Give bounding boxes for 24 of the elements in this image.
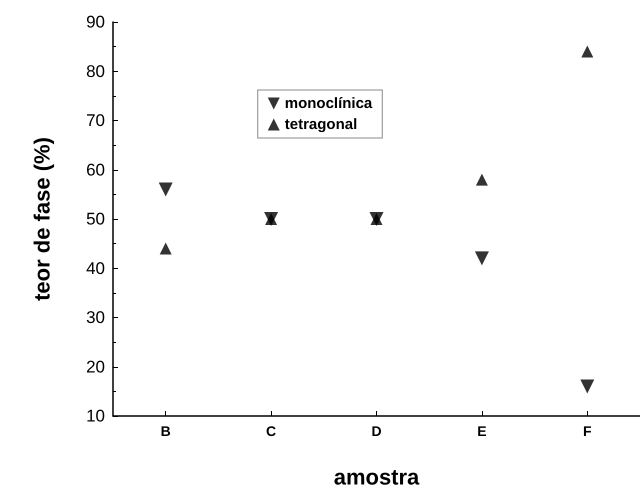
y-tick-label: 90 — [86, 12, 105, 32]
point — [474, 251, 489, 266]
point — [580, 379, 594, 394]
y-tick-label: 30 — [86, 308, 105, 327]
y-axis-title: teor de fase (%) — [30, 137, 54, 301]
y-tick-label: 80 — [86, 62, 105, 81]
legend-label: monoclínica — [284, 95, 373, 112]
x-tick-label: F — [583, 423, 592, 439]
legend-label: tetragonal — [284, 116, 358, 133]
y-tick-label: 20 — [86, 357, 105, 376]
y-tick-label: 70 — [86, 111, 105, 130]
y-tick-label: 50 — [86, 210, 105, 228]
x-tick-label: B — [160, 423, 171, 439]
point — [160, 242, 172, 255]
y-tick-label: 10 — [86, 406, 105, 426]
point — [158, 182, 173, 196]
x-tick-label: C — [266, 423, 276, 439]
y-tick-label: 60 — [86, 160, 105, 180]
x-tick-label: E — [477, 423, 487, 439]
x-tick-label: D — [371, 423, 382, 439]
point — [581, 46, 594, 58]
point — [476, 174, 488, 186]
y-tick-label: 40 — [86, 258, 105, 278]
x-axis-title: amostra — [334, 464, 420, 490]
